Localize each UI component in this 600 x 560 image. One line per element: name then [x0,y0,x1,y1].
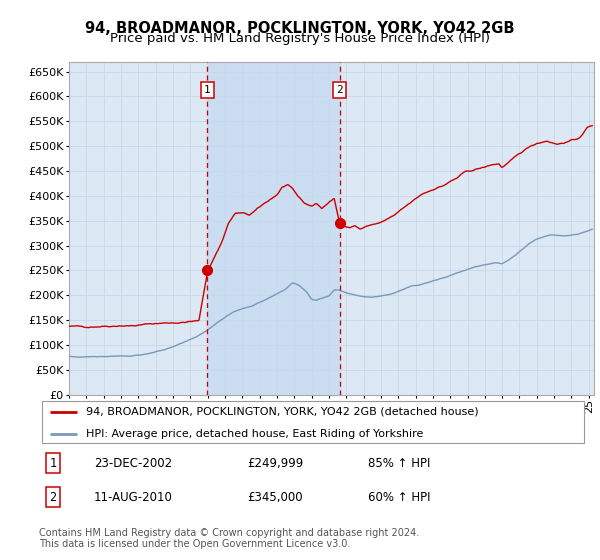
Text: Contains HM Land Registry data © Crown copyright and database right 2024.
This d: Contains HM Land Registry data © Crown c… [39,528,419,549]
Text: 94, BROADMANOR, POCKLINGTON, YORK, YO42 2GB: 94, BROADMANOR, POCKLINGTON, YORK, YO42 … [85,21,515,36]
Text: Price paid vs. HM Land Registry's House Price Index (HPI): Price paid vs. HM Land Registry's House … [110,32,490,45]
FancyBboxPatch shape [42,401,584,444]
Text: 1: 1 [204,85,211,95]
Text: 85% ↑ HPI: 85% ↑ HPI [368,456,431,470]
Text: HPI: Average price, detached house, East Riding of Yorkshire: HPI: Average price, detached house, East… [86,429,423,438]
Text: 2: 2 [336,85,343,95]
Bar [207,62,340,395]
Text: 2: 2 [49,491,56,503]
Text: 60% ↑ HPI: 60% ↑ HPI [368,491,431,503]
Text: 11-AUG-2010: 11-AUG-2010 [94,491,173,503]
Text: £345,000: £345,000 [248,491,303,503]
Text: 94, BROADMANOR, POCKLINGTON, YORK, YO42 2GB (detached house): 94, BROADMANOR, POCKLINGTON, YORK, YO42 … [86,407,478,417]
Text: £249,999: £249,999 [248,456,304,470]
Text: 1: 1 [49,456,56,470]
Text: 23-DEC-2002: 23-DEC-2002 [94,456,172,470]
